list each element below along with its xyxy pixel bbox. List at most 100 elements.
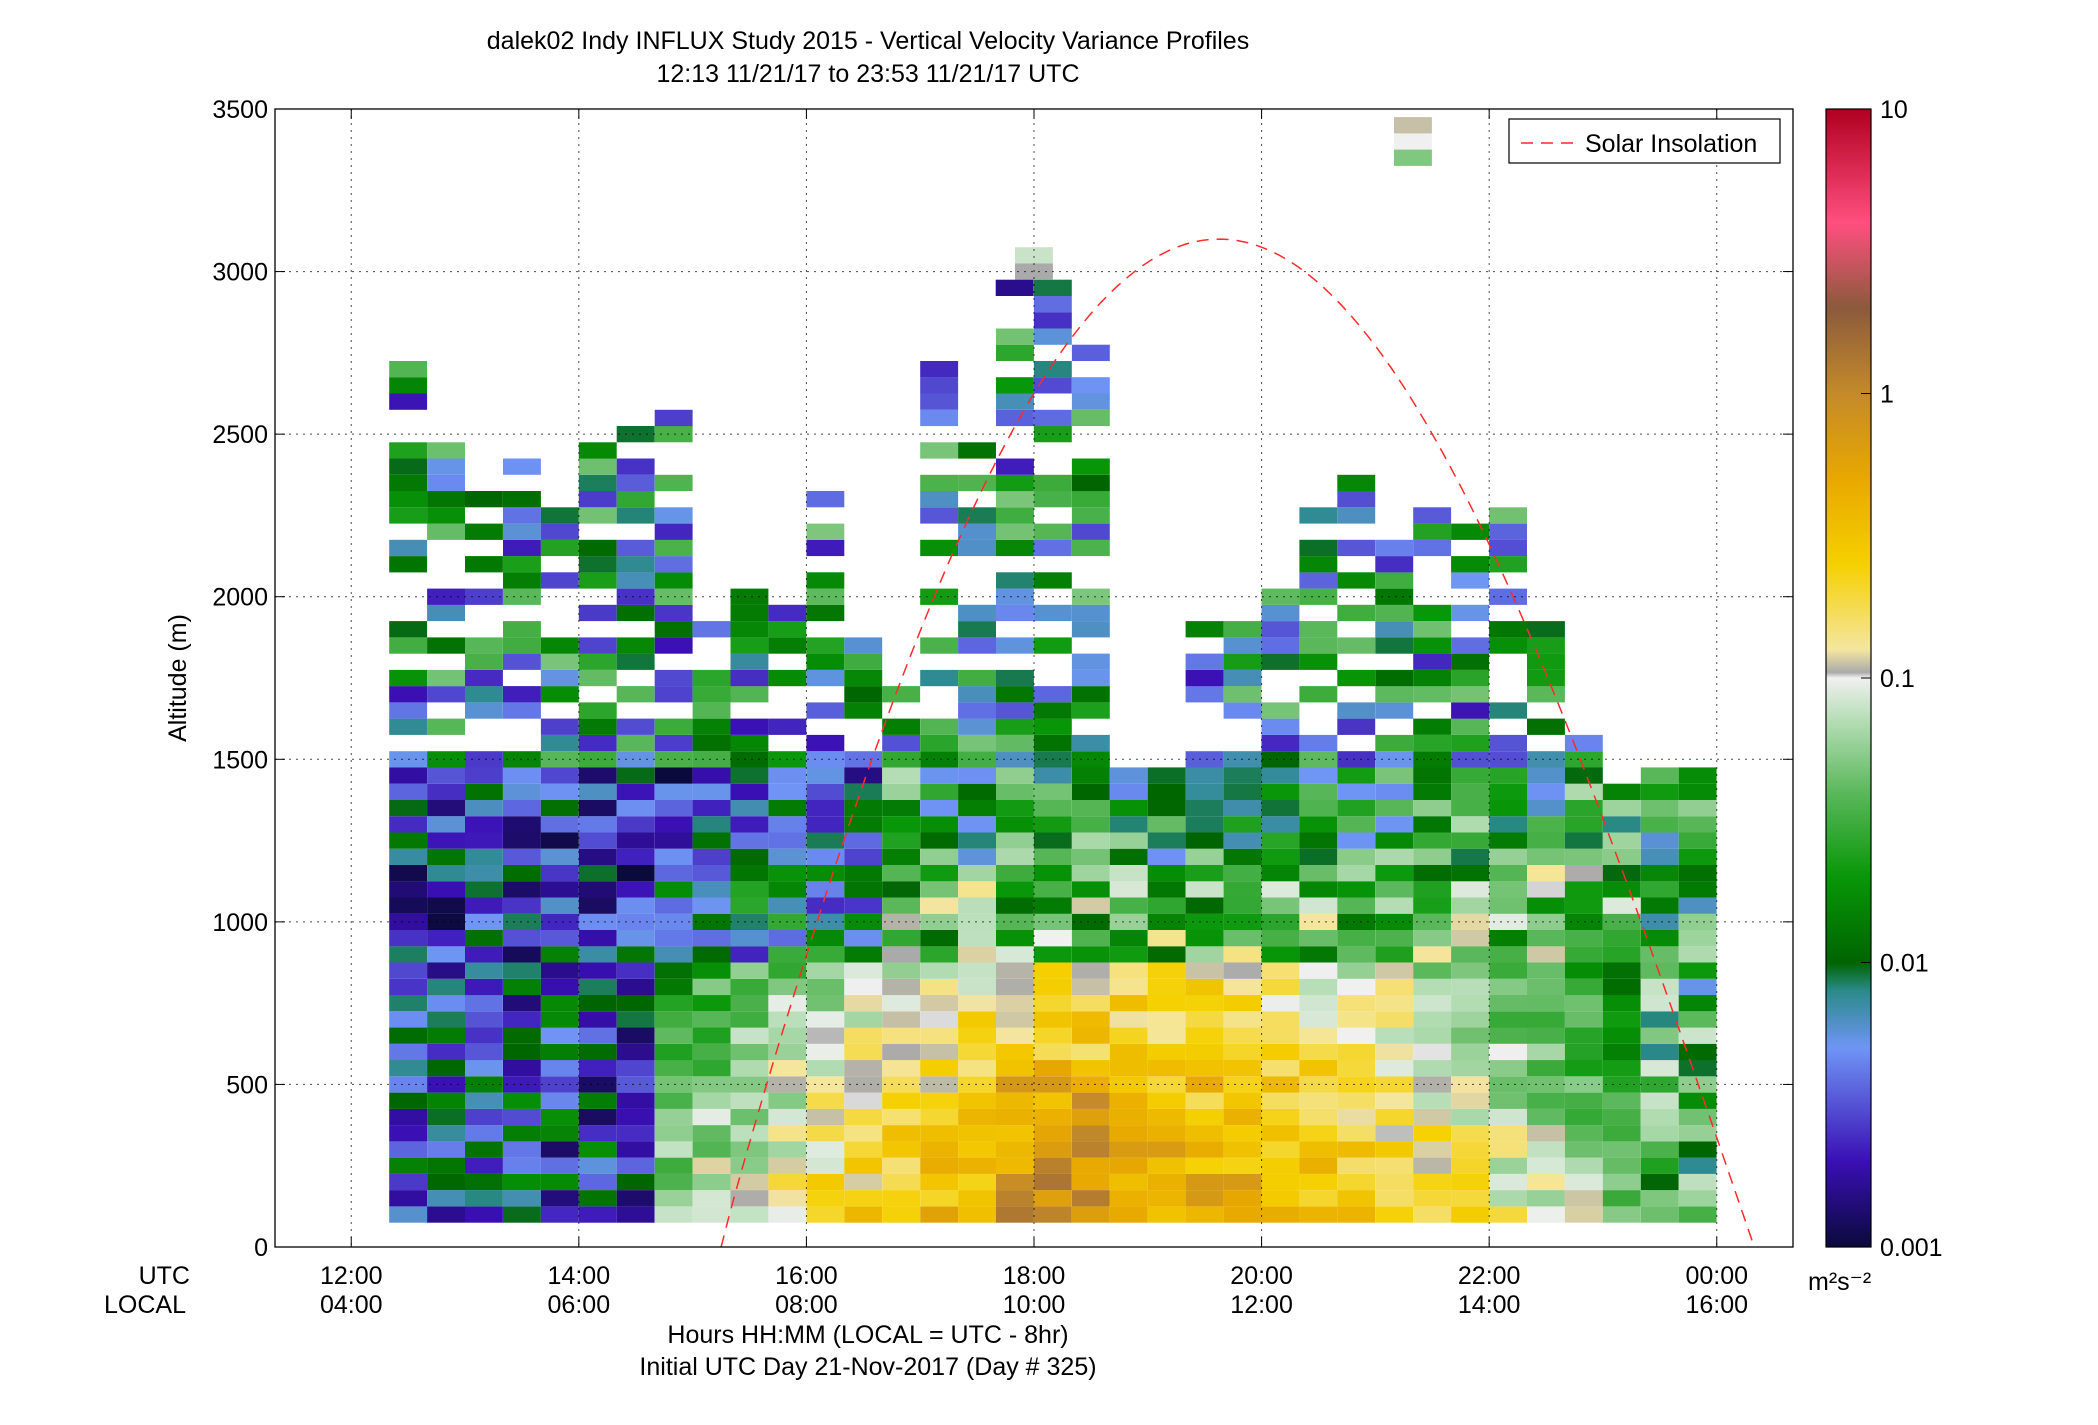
heatmap-cell [1413, 1011, 1452, 1028]
heatmap-cell [389, 865, 428, 882]
heatmap-cell [996, 816, 1034, 833]
heatmap-cell [1640, 1173, 1679, 1191]
heatmap-cell [996, 702, 1034, 719]
row-label-local: LOCAL [104, 1291, 186, 1319]
heatmap-cell [1033, 1027, 1072, 1044]
heatmap-cell [1033, 865, 1072, 882]
heatmap-cell [1223, 946, 1262, 963]
heatmap-cell [1033, 718, 1072, 735]
heatmap-cell [427, 474, 465, 492]
heatmap-cell [882, 1011, 921, 1028]
heatmap-cell [730, 799, 769, 817]
heatmap-cell [1678, 1206, 1717, 1223]
heatmap-cell [654, 930, 693, 947]
heatmap-cell [1413, 865, 1452, 882]
y-tick-labels: 0 500 1000 1500 2000 2500 3000 3500 [212, 96, 268, 1262]
heatmap-cell [996, 881, 1034, 898]
heatmap-cell [465, 1027, 503, 1044]
x-tick-labels: 12:0004:0014:0006:0016:0008:0018:0010:00… [320, 1262, 1748, 1319]
colorbar-tick-labels: 0.001 0.01 0.1 1 10 [1861, 96, 1943, 1262]
heatmap-cell [730, 637, 769, 654]
heatmap-cell [503, 1190, 541, 1207]
heatmap-cell [578, 1011, 617, 1028]
heatmap-cell [503, 1060, 541, 1077]
heatmap-cell [465, 865, 503, 882]
heatmap-cell [427, 816, 465, 833]
x-tick-label-utc: 16:00 [775, 1262, 838, 1290]
heatmap-cell [540, 799, 579, 817]
heatmap-cell [1071, 491, 1110, 508]
heatmap-cell [692, 702, 731, 719]
heatmap-cell [768, 621, 807, 638]
heatmap-cell [1451, 1190, 1489, 1207]
heatmap-cell [1489, 523, 1527, 540]
heatmap-cell [1602, 913, 1641, 930]
heatmap-cell [1033, 604, 1072, 622]
heatmap-cell [503, 491, 541, 508]
heatmap-cell [920, 718, 959, 735]
heatmap-cell [692, 1173, 731, 1191]
heatmap-cell [1678, 978, 1717, 996]
heatmap-cell [768, 1157, 807, 1174]
heatmap-cell [996, 832, 1034, 849]
heatmap-cell [578, 1027, 617, 1044]
heatmap-cell [1109, 930, 1148, 947]
heatmap-cell [1678, 1173, 1717, 1191]
heatmap-cell [465, 930, 503, 947]
heatmap-cell [920, 1108, 959, 1126]
heatmap-cell [806, 653, 845, 670]
heatmap-cell [1185, 686, 1224, 703]
heatmap-cell [1413, 978, 1452, 996]
heatmap-cell [1033, 832, 1072, 849]
heatmap-cell [1147, 1190, 1186, 1207]
heatmap-cell [1147, 1060, 1186, 1077]
y-tick-label: 3500 [212, 96, 268, 124]
heatmap-cell [465, 848, 503, 865]
heatmap-cell [427, 799, 465, 817]
heatmap-cell [1527, 751, 1565, 768]
heatmap-cell [768, 669, 807, 687]
heatmap-cell [1602, 995, 1641, 1012]
heatmap-cell [1223, 783, 1262, 800]
heatmap-cell [958, 799, 996, 817]
heatmap-cell [1564, 978, 1603, 996]
heatmap-cell [958, 1173, 996, 1191]
heatmap-cell [768, 946, 807, 963]
x-axis-label-line1: Hours HH:MM (LOCAL = UTC - 8hr) [667, 1321, 1068, 1349]
heatmap-cell [540, 1043, 579, 1061]
heatmap-cell [616, 1027, 655, 1044]
heatmap-cell [654, 1092, 693, 1109]
heatmap-cell [540, 1011, 579, 1028]
heatmap-cell [958, 1060, 996, 1077]
x-tick-label-utc: 20:00 [1230, 1262, 1293, 1290]
heatmap-cell [540, 523, 579, 540]
heatmap-cell [692, 718, 731, 735]
heatmap-cell [1527, 1060, 1565, 1077]
heatmap-cell [844, 686, 883, 703]
heatmap-cell [1451, 995, 1489, 1012]
heatmap-cell [1527, 946, 1565, 963]
heatmap-cell [1337, 848, 1376, 865]
y-tick-label: 500 [226, 1071, 268, 1099]
heatmap-cell [1602, 881, 1641, 898]
heatmap-cell [389, 962, 428, 979]
heatmap-cell [1185, 1157, 1224, 1174]
heatmap-cell [1109, 1108, 1148, 1126]
heatmap-cell [1261, 946, 1300, 963]
heatmap-cell [1489, 1043, 1527, 1061]
heatmap-cell [465, 946, 503, 963]
heatmap-cell [806, 1173, 845, 1191]
heatmap-cell [1337, 995, 1376, 1012]
heatmap-cell [768, 865, 807, 882]
heatmap-cell [996, 1060, 1034, 1077]
heatmap-cell [654, 848, 693, 865]
heatmap-cell [996, 848, 1034, 865]
heatmap-cell [806, 523, 845, 540]
heatmap-cell [389, 816, 428, 833]
heatmap-cell [1185, 653, 1224, 670]
heatmap-cell [692, 686, 731, 703]
heatmap-cell [844, 832, 883, 849]
heatmap-cell [616, 767, 655, 784]
heatmap-cell [1147, 946, 1186, 963]
heatmap-cell [844, 946, 883, 963]
